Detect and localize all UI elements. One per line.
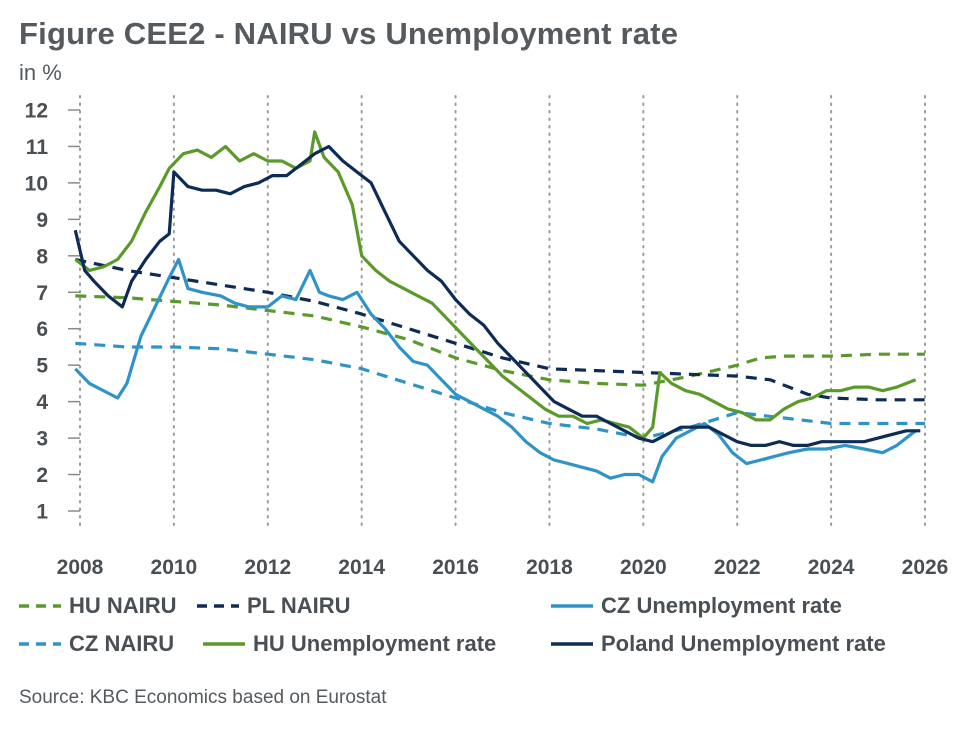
chart-title: Figure CEE2 - NAIRU vs Unemployment rate bbox=[19, 16, 679, 51]
x-tick-label-2020: 2020 bbox=[620, 556, 667, 579]
series-line-cz-ur bbox=[74, 257, 917, 484]
y-tick-label-10: 10 bbox=[25, 172, 48, 195]
series-line-cz-nairu bbox=[75, 341, 925, 440]
x-tick-label-2016: 2016 bbox=[432, 556, 479, 579]
x-tick-label-2024: 2024 bbox=[808, 556, 855, 579]
legend-swatch-hu-nairu bbox=[19, 604, 61, 608]
x-tick-label-2012: 2012 bbox=[244, 556, 291, 579]
legend-label: HU Unemployment rate bbox=[253, 631, 497, 656]
y-tick-label-2: 2 bbox=[36, 464, 48, 487]
y-tick-label-3: 3 bbox=[36, 428, 48, 451]
x-tick-label-2018: 2018 bbox=[526, 556, 573, 579]
legend-label: CZ Unemployment rate bbox=[601, 593, 842, 618]
y-tick-label-6: 6 bbox=[36, 318, 48, 341]
legend-item-cz-ur: CZ Unemployment rate bbox=[551, 593, 842, 619]
y-tick-label-9: 9 bbox=[36, 209, 48, 232]
y-unit-label: in % bbox=[19, 60, 62, 85]
legend-label: CZ NAIRU bbox=[69, 631, 175, 656]
x-tick-label-2022: 2022 bbox=[714, 556, 761, 579]
series-line-hu-ur bbox=[74, 130, 917, 440]
series-layer bbox=[73, 130, 925, 484]
source-note: Source: KBC Economics based on Eurostat bbox=[19, 687, 387, 708]
series-line-pl-ur bbox=[73, 144, 921, 447]
legend-item-pl-nairu: PL NAIRU bbox=[197, 593, 351, 619]
grid-lines bbox=[79, 95, 926, 528]
y-tick-label-7: 7 bbox=[36, 282, 48, 305]
legend-swatch-cz-nairu bbox=[19, 642, 61, 646]
y-tick-label-4: 4 bbox=[36, 391, 48, 414]
axes: 2008 2010 2012 2014 2016 2018 2020 2022 2024 2026… bbox=[25, 100, 949, 580]
legend-item-pl-ur: Poland Unemployment rate bbox=[551, 631, 886, 657]
legend-swatch-pl-nairu bbox=[197, 604, 239, 608]
legend-swatch-pl-ur bbox=[551, 642, 593, 646]
legend-item-hu-ur: HU Unemployment rate bbox=[203, 631, 496, 657]
y-tick-label-11: 11 bbox=[26, 136, 49, 159]
legend-label: HU NAIRU bbox=[69, 593, 177, 618]
legend-item-hu-nairu: HU NAIRU bbox=[19, 593, 177, 619]
y-tick-label-8: 8 bbox=[36, 245, 48, 268]
x-tick-label-2014: 2014 bbox=[338, 556, 385, 579]
legend-swatch-cz-ur bbox=[551, 604, 593, 608]
line-chart: 2008 2010 2012 2014 2016 2018 2020 2022 2024 2026… bbox=[25, 95, 949, 580]
legend-swatch-hu-ur bbox=[203, 642, 245, 646]
legend-item-cz-nairu: CZ NAIRU bbox=[19, 631, 174, 657]
series-line-pl-nairu bbox=[74, 257, 925, 402]
series-line-hu-nairu bbox=[75, 294, 925, 387]
legend-label: PL NAIRU bbox=[247, 593, 351, 618]
x-tick-label-2026: 2026 bbox=[902, 556, 949, 579]
y-tick-label-1: 1 bbox=[36, 501, 48, 524]
x-tick-label-2008: 2008 bbox=[57, 556, 104, 579]
x-tick-label-2010: 2010 bbox=[151, 556, 198, 579]
y-tick-label-12: 12 bbox=[25, 100, 48, 123]
legend-label: Poland Unemployment rate bbox=[601, 631, 886, 656]
y-tick-label-5: 5 bbox=[36, 355, 48, 378]
